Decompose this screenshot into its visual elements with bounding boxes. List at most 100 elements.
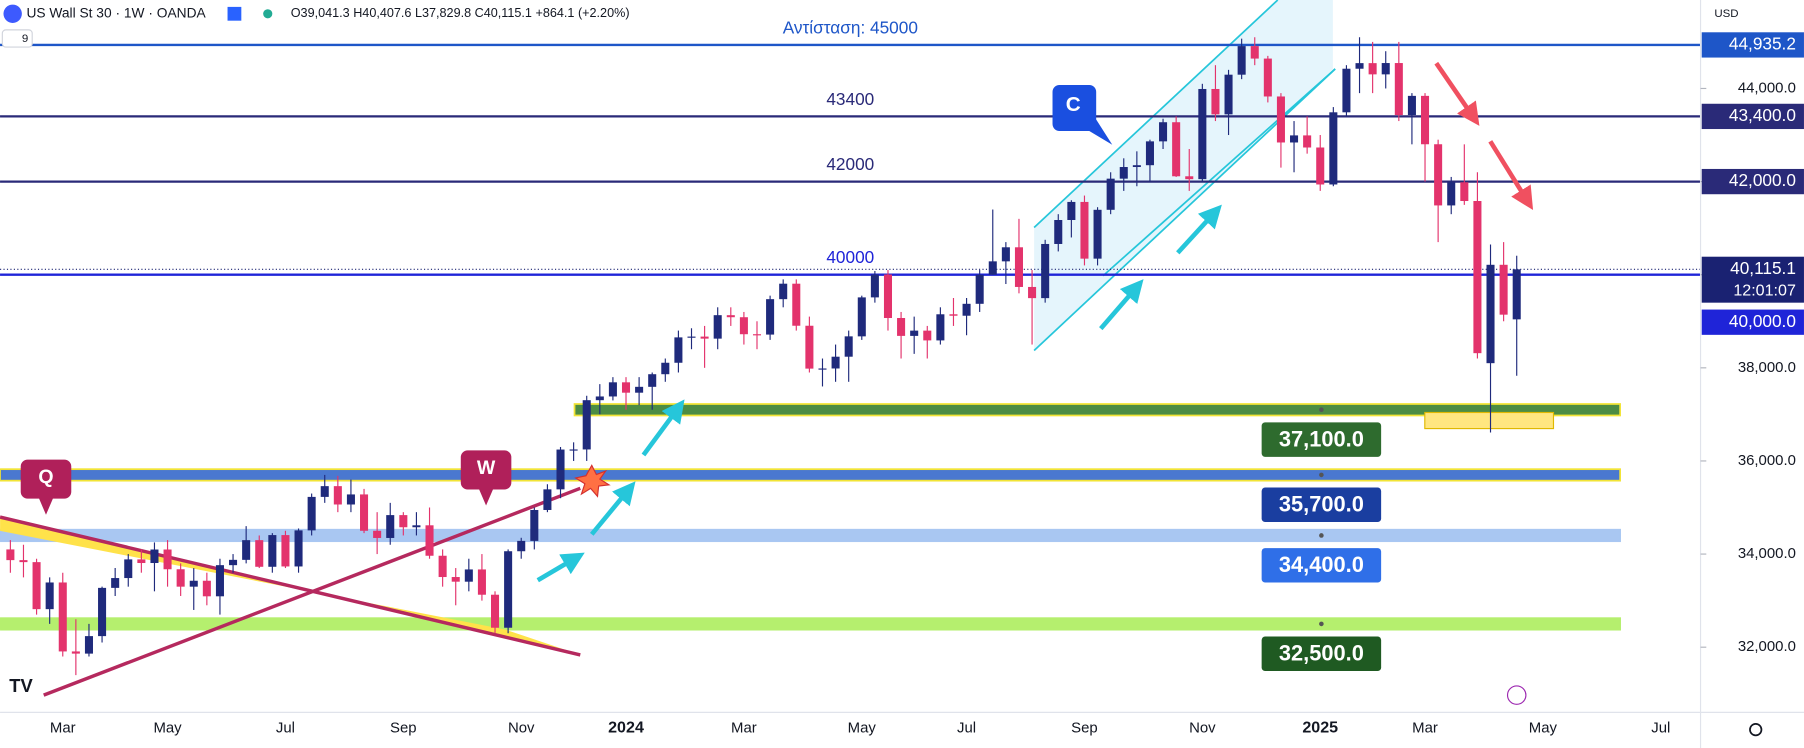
candle-body	[1093, 209, 1102, 259]
candle-body	[1159, 122, 1168, 142]
zone-label-box	[1261, 548, 1382, 583]
candle-body	[1106, 178, 1115, 210]
highlight-box	[1424, 411, 1555, 430]
candle-body	[1211, 88, 1220, 115]
candle-body	[1434, 144, 1443, 206]
candle-body	[805, 325, 814, 369]
candle-body	[910, 330, 919, 336]
level-note: 42000	[826, 154, 874, 174]
x-tick-label: Sep	[390, 719, 417, 736]
y-tick-label: 38,000.0	[1738, 359, 1796, 376]
zone-band	[0, 468, 1621, 482]
callout-box	[20, 459, 72, 515]
x-tick-label: Mar	[731, 719, 757, 736]
countdown: 12:01:07	[1733, 281, 1796, 299]
price-tag-label: 42,000.0	[1729, 170, 1796, 190]
candle-body	[1421, 95, 1430, 145]
currency: USD	[1714, 8, 1738, 20]
flash-icon[interactable]	[1506, 685, 1527, 705]
candle-body	[1394, 63, 1403, 116]
zone-anchor	[1319, 407, 1324, 413]
price-tag-label: 43,400.0	[1729, 105, 1796, 125]
candle-body	[163, 549, 172, 570]
candle-body	[399, 515, 408, 528]
candle-body	[962, 303, 971, 316]
candles	[6, 37, 1521, 676]
status-dot	[263, 9, 273, 19]
price-tag	[1701, 309, 1804, 335]
price-tag-label: 44,935.2	[1729, 33, 1796, 53]
zone-band	[0, 528, 1621, 543]
candle-body	[202, 580, 211, 597]
candle-body	[477, 569, 486, 595]
candle-body	[176, 569, 185, 587]
candle-body	[255, 540, 264, 567]
arrow	[536, 552, 585, 583]
candle-body	[1263, 58, 1272, 97]
candle-body	[1054, 219, 1063, 244]
candle-body	[215, 565, 224, 597]
candle-body	[1355, 63, 1364, 69]
candle-body	[294, 530, 303, 567]
tv-logo: TV	[9, 675, 33, 696]
x-tick-label: Nov	[508, 719, 535, 736]
candle-body	[1001, 247, 1010, 262]
zone-band	[0, 617, 1621, 631]
candle-body	[58, 582, 67, 652]
candle-body	[949, 314, 958, 316]
zone-label: 32,500.0	[1279, 641, 1364, 666]
x-tick-label: Mar	[50, 719, 76, 736]
candle-body	[870, 274, 879, 298]
flag-icon	[227, 6, 242, 21]
candle-body	[779, 283, 788, 300]
x-tick-label: May	[153, 719, 182, 736]
candle-body	[687, 336, 696, 338]
x-tick-label: 2025	[1302, 719, 1338, 737]
indicator-toggle[interactable]	[1, 29, 33, 48]
candle-body	[595, 396, 604, 401]
candle-body	[517, 540, 526, 552]
y-tick-label: 44,000.0	[1738, 79, 1796, 96]
candle-body	[333, 486, 342, 505]
candle-body	[425, 525, 434, 556]
candle-body	[346, 494, 355, 505]
symbol: US Wall St 30 · 1W · OANDA	[26, 5, 206, 20]
zone-anchor	[1319, 472, 1324, 478]
candle-body	[792, 283, 801, 326]
candle-body	[71, 651, 80, 654]
channel-fill	[1034, 0, 1333, 351]
levels: 37,100.0 35,700.0 34,400.0 32,500.0 Αντίστασ…	[0, 17, 1701, 672]
arrow	[641, 399, 685, 457]
candle-body	[530, 509, 539, 541]
channel-line	[1033, 0, 1279, 229]
burst-icon	[574, 464, 611, 498]
price-tag	[1701, 256, 1804, 303]
drawings	[0, 0, 1555, 697]
indicator-count: 9	[22, 33, 28, 45]
candle-body	[1041, 243, 1050, 299]
callout-label: Q	[38, 466, 53, 488]
candle-body	[1329, 112, 1338, 185]
candle-body	[111, 578, 120, 588]
candle-body	[229, 559, 238, 566]
candle-body	[1473, 201, 1482, 354]
candle-body	[360, 494, 369, 531]
zone-label-box	[1261, 636, 1382, 672]
candle-body	[700, 336, 709, 339]
candle-body	[844, 336, 853, 357]
candle-body	[766, 299, 775, 335]
candle-body	[386, 515, 395, 538]
candle-body	[726, 315, 735, 318]
y-tick-label: 36,000.0	[1738, 452, 1796, 469]
candle-body	[608, 382, 617, 397]
candle-body	[307, 496, 316, 531]
candle-body	[6, 549, 15, 561]
candle-body	[320, 486, 329, 497]
candle-body	[451, 577, 460, 582]
trend-line	[0, 515, 581, 657]
candle-body	[1290, 135, 1299, 143]
settings-icon[interactable]	[1749, 723, 1763, 737]
candle-body	[1447, 182, 1456, 206]
